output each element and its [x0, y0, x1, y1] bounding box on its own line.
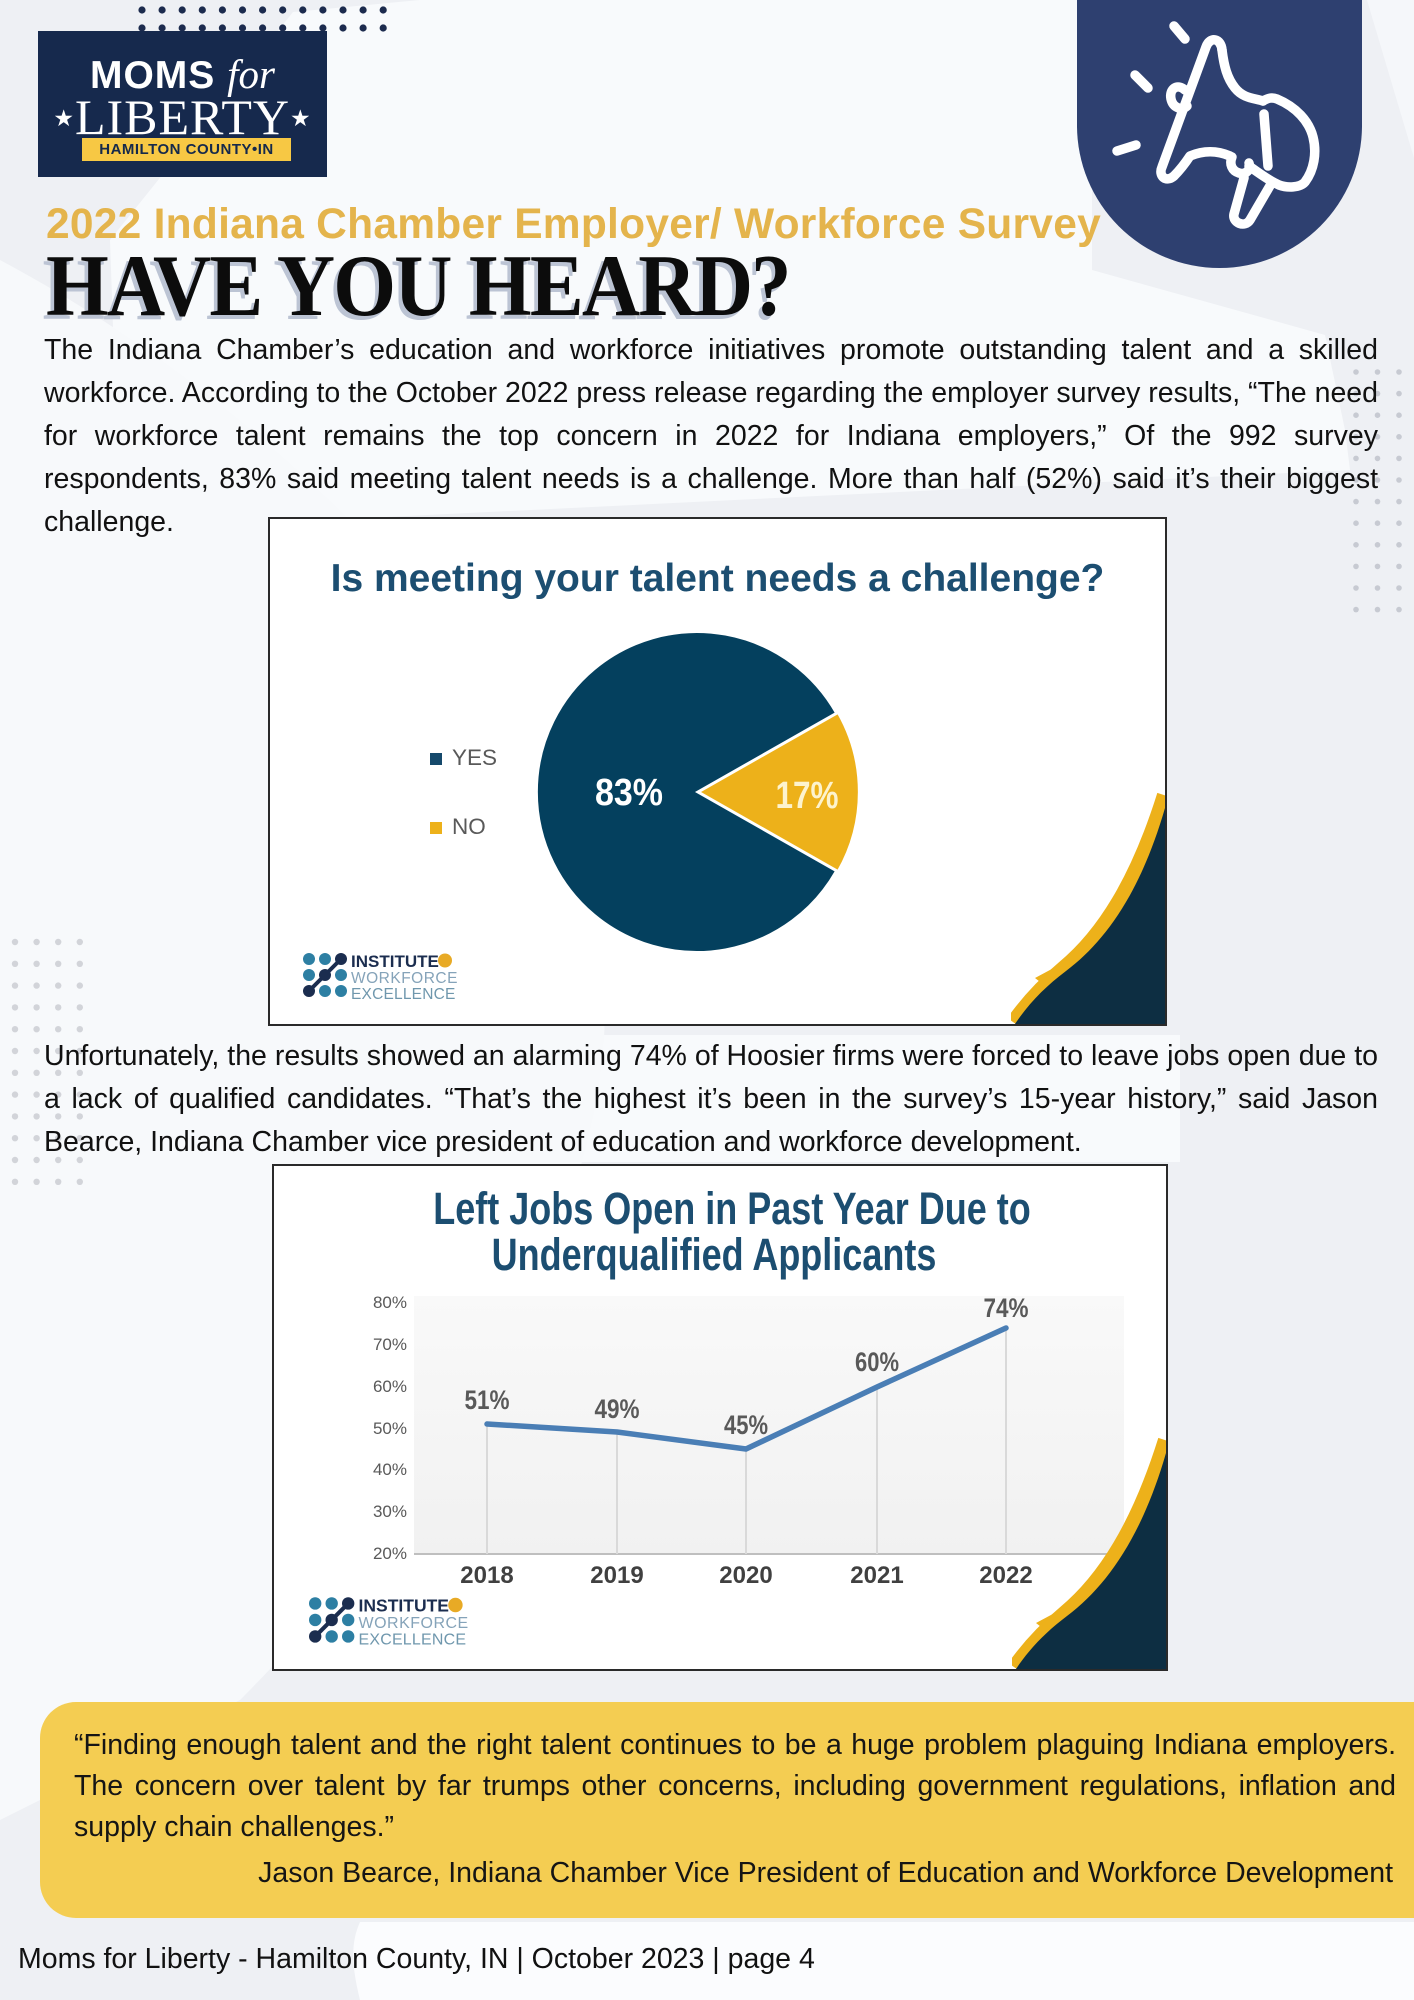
svg-text:WORKFORCE: WORKFORCE: [359, 1615, 469, 1632]
svg-text:2022: 2022: [979, 1562, 1032, 1589]
svg-text:60%: 60%: [855, 1347, 899, 1377]
svg-text:2019: 2019: [590, 1562, 643, 1589]
svg-text:83%: 83%: [595, 772, 663, 814]
svg-text:INSTITUTE: INSTITUTE: [351, 953, 439, 971]
svg-text:80%: 80%: [373, 1293, 407, 1312]
svg-text:30%: 30%: [373, 1502, 407, 1521]
svg-text:NO: NO: [452, 814, 486, 839]
svg-text:74%: 74%: [984, 1293, 1029, 1323]
svg-text:EXCELLENCE: EXCELLENCE: [359, 1632, 467, 1648]
svg-text:60%: 60%: [373, 1377, 407, 1396]
svg-text:50%: 50%: [373, 1419, 407, 1438]
svg-text:YES: YES: [452, 745, 497, 770]
svg-text:45%: 45%: [724, 1410, 768, 1440]
svg-text:51%: 51%: [465, 1385, 510, 1415]
svg-text:EXCELLENCE: EXCELLENCE: [351, 986, 456, 1001]
svg-text:17%: 17%: [776, 775, 839, 817]
svg-text:WORKFORCE: WORKFORCE: [351, 970, 458, 987]
svg-text:40%: 40%: [373, 1460, 407, 1479]
svg-text:2020: 2020: [719, 1562, 772, 1589]
svg-text:2018: 2018: [460, 1562, 513, 1589]
svg-text:20%: 20%: [373, 1544, 407, 1563]
svg-text:INSTITUTE: INSTITUTE: [359, 1596, 450, 1616]
svg-text:49%: 49%: [595, 1394, 640, 1424]
svg-text:2021: 2021: [850, 1562, 903, 1589]
svg-text:70%: 70%: [373, 1335, 407, 1354]
